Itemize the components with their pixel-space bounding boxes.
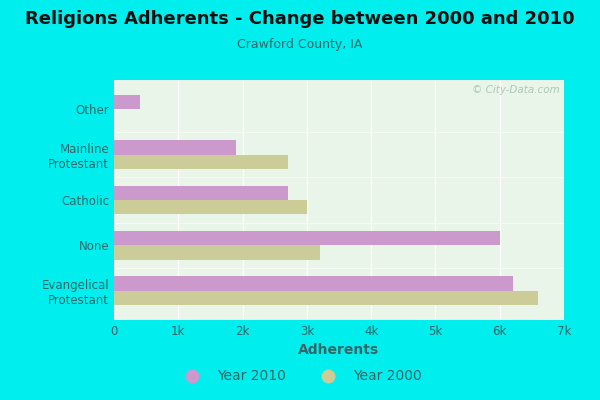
Bar — [114, 276, 512, 290]
Bar — [114, 200, 307, 214]
Bar — [114, 186, 287, 200]
Text: Crawford County, IA: Crawford County, IA — [238, 38, 362, 51]
Text: © City-Data.com: © City-Data.com — [472, 85, 560, 95]
Bar — [114, 155, 287, 169]
Bar — [114, 140, 236, 155]
Text: Religions Adherents - Change between 2000 and 2010: Religions Adherents - Change between 200… — [25, 10, 575, 28]
Bar — [114, 290, 538, 305]
Bar — [114, 95, 140, 110]
Bar — [114, 245, 320, 260]
X-axis label: Adherents: Adherents — [298, 344, 380, 358]
Bar — [114, 231, 500, 245]
Legend: Year 2010, Year 2000: Year 2010, Year 2000 — [173, 364, 427, 389]
